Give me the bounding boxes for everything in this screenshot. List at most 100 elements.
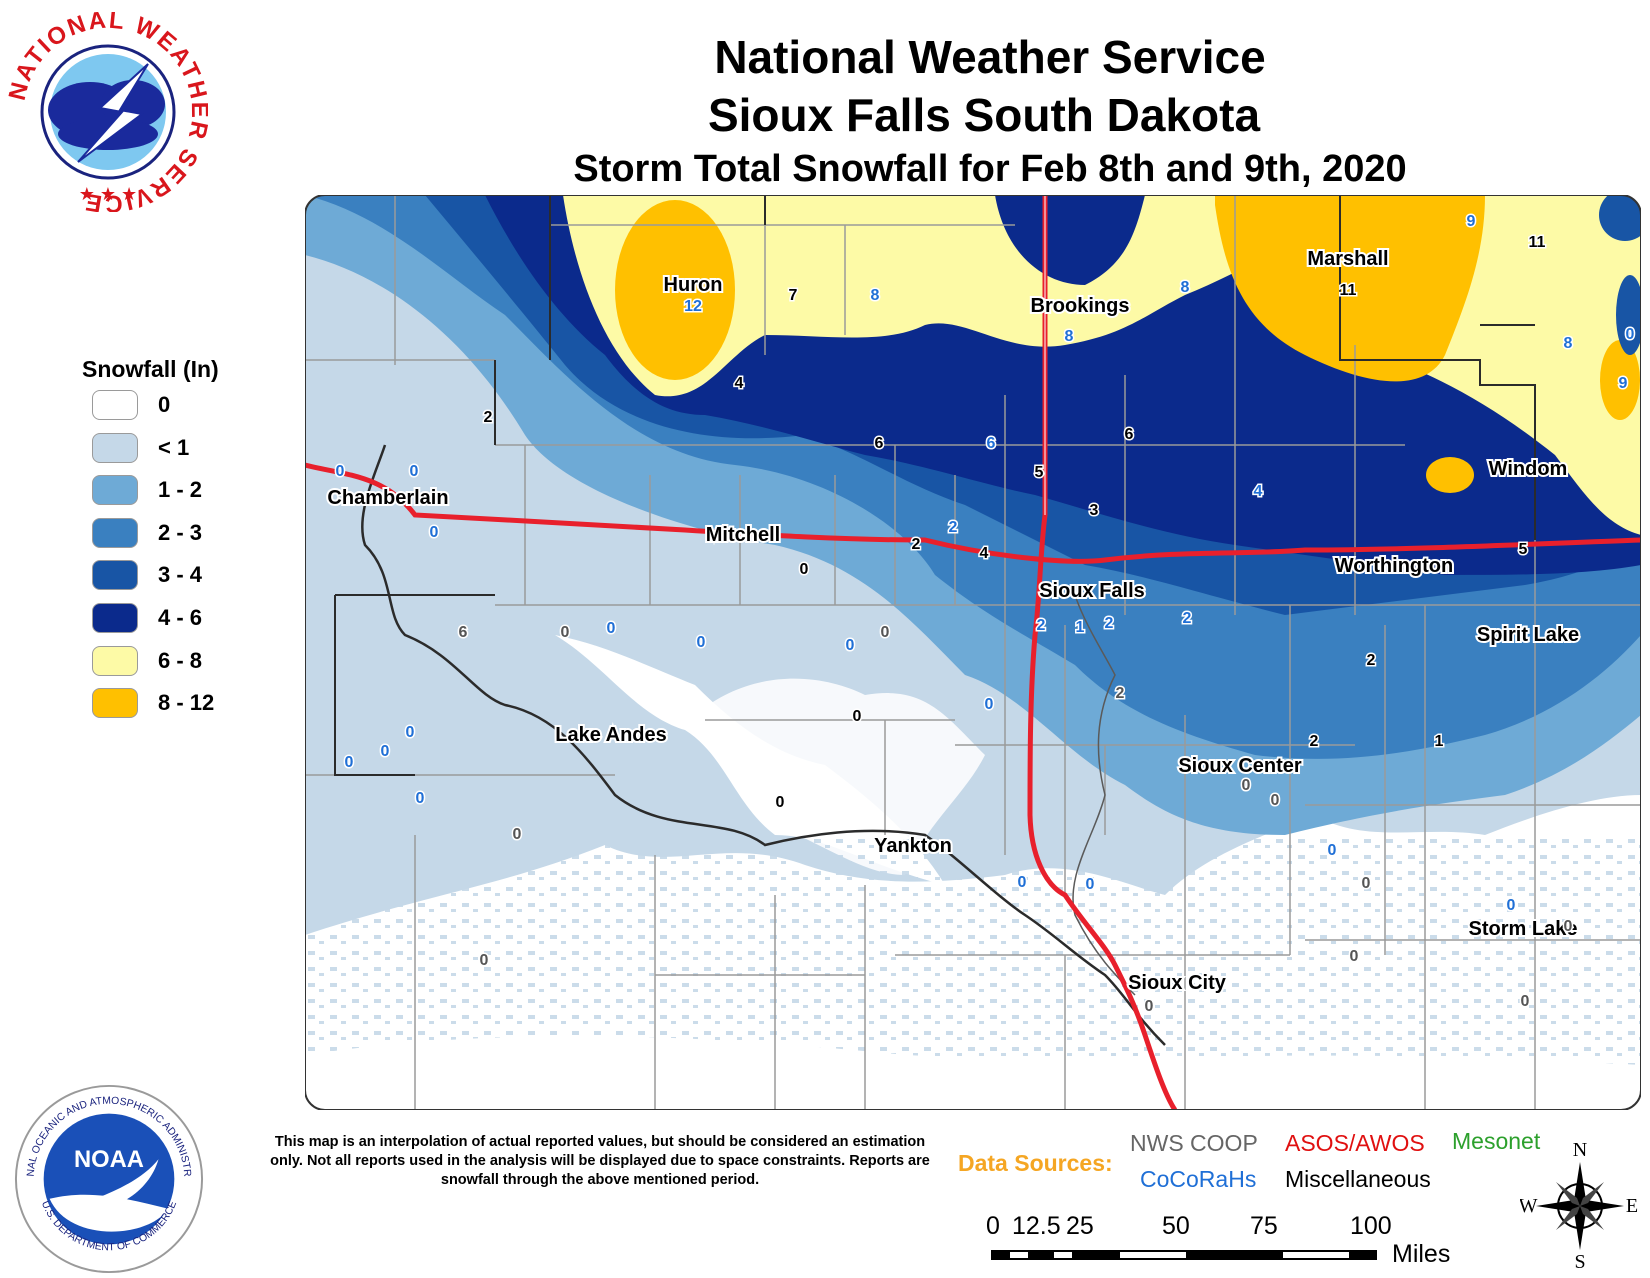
legend-item: 4 - 6 (92, 602, 202, 634)
svg-text:★ ★ ★: ★ ★ ★ (79, 184, 137, 204)
snowfall-report: 3 (1090, 502, 1099, 519)
compass-s: S (1574, 1251, 1585, 1270)
city-label: Yankton (874, 835, 952, 857)
interstate-i90 (305, 462, 1641, 564)
legend-item: 3 - 4 (92, 559, 202, 591)
city-label: Mitchell (706, 524, 780, 546)
legend-swatch (92, 603, 138, 633)
snowfall-map: Huron Brookings Marshall Chamberlain Mitchel… (305, 195, 1641, 1110)
snowfall-report: 7 (789, 287, 798, 304)
snowfall-report: 8 (871, 287, 880, 304)
city-label: Huron (664, 274, 723, 296)
snowfall-report: 6 (987, 435, 996, 452)
scale-tick-label: 12.5 (1012, 1212, 1061, 1240)
snowfall-report: 0 (800, 561, 809, 578)
snowfall-report: 5 (1519, 541, 1528, 558)
snowfall-report: 2 (1310, 733, 1319, 750)
city-label: Lake Andes (555, 724, 667, 746)
snowfall-report: 0 (1086, 876, 1095, 893)
snowfall-report: 6 (1125, 426, 1134, 443)
snowfall-report: 6 (875, 435, 884, 452)
snowfall-report: 0 (1564, 918, 1573, 935)
snowfall-report: 8 (1181, 279, 1190, 296)
compass-e: E (1626, 1195, 1638, 1217)
noaa-wordmark: NOAA (74, 1146, 144, 1173)
city-label: Marshall (1307, 248, 1388, 270)
snowfall-report: 0 (607, 620, 616, 637)
legend-item: 0 (92, 389, 170, 421)
state-boundaries (334, 195, 1536, 776)
snowfall-report: 0 (1328, 842, 1337, 859)
city-label: Worthington (1335, 555, 1453, 577)
legend-label: 1 - 2 (158, 477, 203, 503)
source-misc: Miscellaneous (1285, 1166, 1431, 1192)
legend-label: 8 - 12 (158, 690, 215, 716)
missouri-river (361, 444, 1166, 1046)
big-sioux-river (1072, 594, 1136, 996)
snowfall-report: 4 (735, 375, 744, 392)
snowfall-report: 6 (459, 624, 468, 641)
snowfall-report: 12 (684, 298, 702, 315)
scale-tick-label: 25 (1066, 1212, 1094, 1240)
legend-item: 6 - 8 (92, 645, 202, 677)
snowfall-report: 1 (1435, 733, 1444, 750)
source-mesonet: Mesonet (1452, 1128, 1541, 1154)
nws-logo: NATIONAL WEATHER SERVICE ★ ★ ★ (8, 12, 208, 212)
legend-item: 8 - 12 (92, 687, 214, 719)
compass-w: W (1520, 1195, 1538, 1217)
snowfall-report: 0 (1507, 897, 1516, 914)
source-cocorahs: CoCoRaHs (1140, 1166, 1257, 1192)
city-label: Storm Lake (1469, 918, 1578, 940)
snowfall-report: 2 (1183, 610, 1192, 627)
band-8-12-east (1600, 340, 1640, 420)
city-label: Brookings (1031, 295, 1130, 317)
legend-label: 0 (158, 392, 171, 417)
data-sources-label: Data Sources: (958, 1150, 1113, 1176)
snowfall-report: 0 (416, 790, 425, 807)
snowfall-report: 0 (480, 952, 489, 969)
snowfall-report: 0 (336, 463, 345, 480)
snowfall-report: 0 (1018, 874, 1027, 891)
snowfall-report: 0 (853, 708, 862, 725)
legend-swatch (92, 517, 138, 548)
snowfall-report: 0 (430, 524, 439, 541)
snowfall-report: 0 (1350, 948, 1359, 965)
snowfall-report: 11 (1529, 234, 1546, 251)
snowfall-report: 0 (697, 634, 706, 651)
snowfall-report: 9 (1467, 213, 1476, 230)
compass-n: N (1573, 1140, 1587, 1161)
city-label: Sioux Falls (1039, 580, 1145, 602)
scale-unit: Miles (1392, 1240, 1451, 1268)
snowfall-report: 0 (1145, 998, 1154, 1015)
snowfall-report: 0 (345, 754, 354, 771)
band-4-6-notch (995, 195, 1145, 285)
title-line-1: National Weather Service (714, 31, 1266, 83)
scale-bar (991, 1250, 1377, 1260)
scale-tick-label: 75 (1250, 1212, 1278, 1240)
interstate-i29 (1027, 195, 1178, 1110)
snowfall-report: 0 (406, 724, 415, 741)
band-deep-e (1616, 275, 1641, 355)
legend-swatch (92, 475, 138, 506)
snowfall-report: 4 (1254, 483, 1263, 500)
snowfall-report: 2 (1037, 617, 1046, 634)
legend-label: 2 - 3 (158, 519, 203, 545)
city-label: Windom (1489, 458, 1568, 480)
snowfall-report: 2 (1367, 652, 1376, 669)
legend-title: Snowfall (In) (82, 356, 219, 382)
snowfall-report: 0 (776, 794, 785, 811)
legend-label: 6 - 8 (158, 647, 203, 673)
legend-swatch (92, 688, 138, 719)
snowfall-report: 2 (1116, 685, 1125, 702)
snowfall-report: 0 (846, 637, 855, 654)
snowfall-report: 8 (1564, 335, 1573, 352)
legend-item: 1 - 2 (92, 474, 202, 506)
snowfall-report: 5 (1035, 464, 1044, 481)
band-zero-south2 (305, 1036, 1641, 1110)
snowfall-report: 2 (949, 519, 958, 536)
band-8-12-marshall (1215, 195, 1485, 382)
band-zero-mid (695, 678, 985, 875)
band-8-12-windom (1426, 457, 1474, 493)
band-8-12-huron (615, 200, 735, 380)
compass-rose: N S E W (1520, 1140, 1638, 1270)
